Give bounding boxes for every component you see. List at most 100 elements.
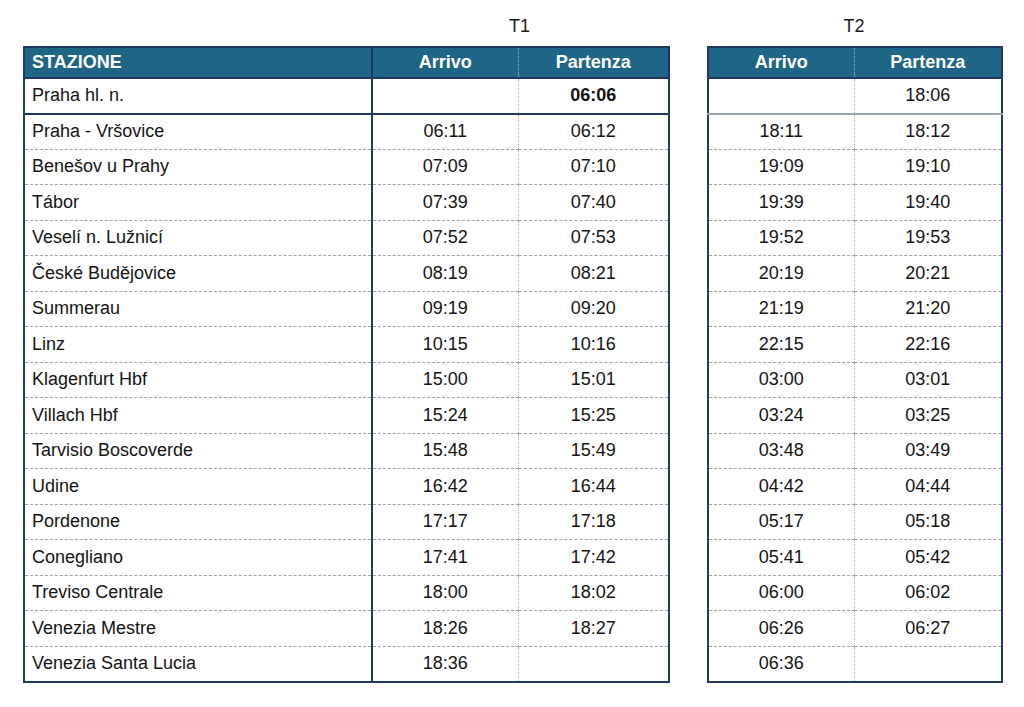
timetable-page: T1 T2 STAZIONE Arrivo Partenza Praha hl.…	[0, 0, 1024, 707]
partenza-cell: 19:40	[854, 185, 1002, 221]
table-row: 04:4204:44	[708, 469, 1002, 505]
arrivo-cell: 08:19	[372, 256, 518, 292]
partenza-cell: 21:20	[854, 291, 1002, 327]
table-row: České Budějovice08:1908:21	[24, 256, 669, 292]
arrivo-cell: 15:48	[372, 433, 518, 469]
partenza-cell: 18:27	[518, 611, 669, 647]
station-cell: Conegliano	[24, 540, 372, 576]
partenza-cell: 16:44	[518, 469, 669, 505]
arrivo-cell: 06:26	[708, 611, 854, 647]
partenza-cell: 06:02	[854, 575, 1002, 611]
station-cell: Tábor	[24, 185, 372, 221]
partenza-cell: 22:16	[854, 327, 1002, 363]
arrivo-cell: 05:41	[708, 540, 854, 576]
table-row: 19:5219:53	[708, 220, 1002, 256]
t2-header: Arrivo Partenza	[708, 47, 1002, 78]
arrivo-cell: 18:36	[372, 646, 518, 682]
partenza-cell: 03:01	[854, 362, 1002, 398]
arrivo-cell: 16:42	[372, 469, 518, 505]
table-row: 06:2606:27	[708, 611, 1002, 647]
table-row: Pordenone17:1717:18	[24, 504, 669, 540]
station-cell: Udine	[24, 469, 372, 505]
arrivo-cell: 06:11	[372, 114, 518, 150]
station-cell: Praha hl. n.	[24, 78, 372, 114]
station-cell: Klagenfurt Hbf	[24, 362, 372, 398]
table-row: Tarvisio Boscoverde15:4815:49	[24, 433, 669, 469]
partenza-cell: 07:10	[518, 149, 669, 185]
header-partenza: Partenza	[854, 47, 1002, 78]
station-cell: Tarvisio Boscoverde	[24, 433, 372, 469]
table-row: Praha hl. n. 06:06	[24, 78, 669, 114]
arrivo-cell: 07:09	[372, 149, 518, 185]
partenza-cell	[854, 646, 1002, 682]
arrivo-cell: 07:39	[372, 185, 518, 221]
arrivo-cell: 03:48	[708, 433, 854, 469]
partenza-cell: 04:44	[854, 469, 1002, 505]
table-row: Linz10:1510:16	[24, 327, 669, 363]
arrivo-cell: 15:00	[372, 362, 518, 398]
arrivo-cell: 17:41	[372, 540, 518, 576]
partenza-cell: 18:06	[854, 78, 1002, 114]
t2-body: 18:0618:1118:1219:0919:1019:3919:4019:52…	[708, 78, 1002, 682]
table-row: 03:2403:25	[708, 398, 1002, 434]
partenza-cell: 20:21	[854, 256, 1002, 292]
arrivo-cell: 06:36	[708, 646, 854, 682]
table-row: 06:0006:02	[708, 575, 1002, 611]
table-row: Villach Hbf15:2415:25	[24, 398, 669, 434]
arrivo-cell: 20:19	[708, 256, 854, 292]
partenza-cell: 15:49	[518, 433, 669, 469]
table-row: Venezia Santa Lucia18:36	[24, 646, 669, 682]
arrivo-cell: 17:17	[372, 504, 518, 540]
table-row: 03:4803:49	[708, 433, 1002, 469]
partenza-cell: 18:02	[518, 575, 669, 611]
table-row: Benešov u Prahy07:0907:10	[24, 149, 669, 185]
arrivo-cell: 18:11	[708, 114, 854, 150]
arrivo-cell: 18:00	[372, 575, 518, 611]
table-row: 21:1921:20	[708, 291, 1002, 327]
station-cell: Pordenone	[24, 504, 372, 540]
station-cell: Villach Hbf	[24, 398, 372, 434]
timetable-t1: STAZIONE Arrivo Partenza Praha hl. n.06:…	[23, 46, 670, 683]
table-row: 18:06	[708, 78, 1002, 114]
arrivo-cell: 19:39	[708, 185, 854, 221]
table-row: Tábor07:3907:40	[24, 185, 669, 221]
arrivo-cell: 15:24	[372, 398, 518, 434]
header-arrivo: Arrivo	[708, 47, 854, 78]
station-cell: Treviso Centrale	[24, 575, 372, 611]
table-row: 19:0919:10	[708, 149, 1002, 185]
table-row: 03:0003:01	[708, 362, 1002, 398]
table-row: 05:4105:42	[708, 540, 1002, 576]
partenza-cell: 19:10	[854, 149, 1002, 185]
arrivo-cell: 03:00	[708, 362, 854, 398]
partenza-cell: 09:20	[518, 291, 669, 327]
arrivo-cell: 04:42	[708, 469, 854, 505]
partenza-cell: 07:40	[518, 185, 669, 221]
station-cell: Praha - Vršovice	[24, 114, 372, 150]
arrivo-cell	[708, 78, 854, 114]
table-row: 19:3919:40	[708, 185, 1002, 221]
arrivo-cell: 06:00	[708, 575, 854, 611]
station-cell: Veselí n. Lužnicí	[24, 220, 372, 256]
table-row: 18:1118:12	[708, 114, 1002, 150]
partenza-cell: 06:27	[854, 611, 1002, 647]
partenza-cell: 17:42	[518, 540, 669, 576]
t1-header: STAZIONE Arrivo Partenza	[24, 47, 669, 78]
station-cell: Venezia Mestre	[24, 611, 372, 647]
arrivo-cell: 03:24	[708, 398, 854, 434]
station-cell: České Budějovice	[24, 256, 372, 292]
partenza-cell: 07:53	[518, 220, 669, 256]
arrivo-cell: 19:52	[708, 220, 854, 256]
station-cell: Linz	[24, 327, 372, 363]
t1-label: T1	[371, 13, 668, 39]
table-row: Venezia Mestre18:2618:27	[24, 611, 669, 647]
partenza-cell: 03:49	[854, 433, 1002, 469]
partenza-cell	[518, 646, 669, 682]
partenza-cell: 18:12	[854, 114, 1002, 150]
partenza-cell: 06:06	[518, 78, 669, 114]
partenza-cell: 15:25	[518, 398, 669, 434]
partenza-cell: 17:18	[518, 504, 669, 540]
partenza-cell: 19:53	[854, 220, 1002, 256]
arrivo-cell: 09:19	[372, 291, 518, 327]
partenza-cell: 03:25	[854, 398, 1002, 434]
arrivo-cell: 18:26	[372, 611, 518, 647]
